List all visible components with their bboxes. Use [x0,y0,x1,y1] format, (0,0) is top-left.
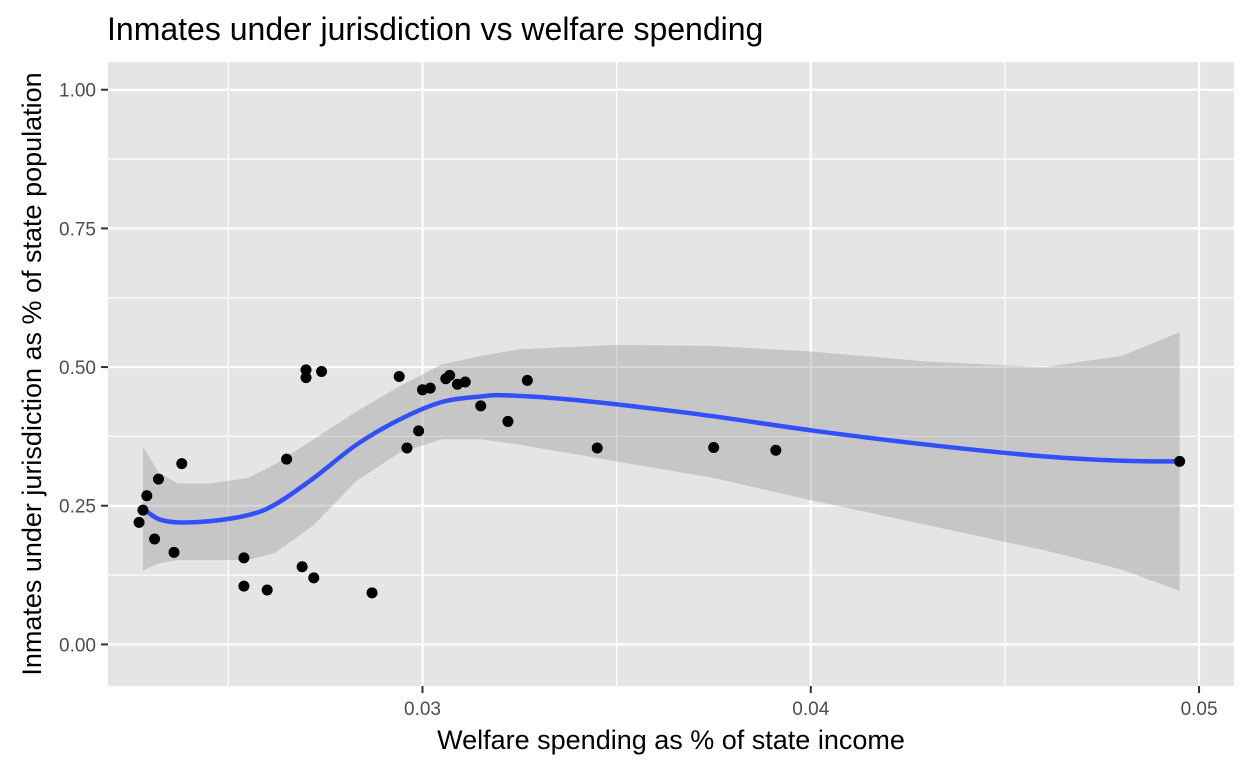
data-point [444,369,456,381]
data-point [141,490,153,502]
data-point [149,533,161,545]
x-axis: 0.03 0.04 0.05 [404,686,1218,720]
data-point [393,370,405,382]
data-point [708,441,720,453]
major-gridlines [108,62,1234,686]
data-point [308,572,320,584]
data-point [238,580,250,592]
smooth-fit-line [140,392,1182,525]
data-point [261,584,273,596]
data-point [300,372,312,384]
data-point [176,458,188,470]
data-point [502,415,514,427]
data-point [1174,455,1186,467]
data-point [591,442,603,454]
data-point [152,473,164,485]
data-point [401,442,413,454]
x-tick-label: 0.05 [1181,699,1218,720]
x-tick-label: 0.04 [792,699,829,720]
y-tick-label: 1.00 [59,81,96,102]
y-tick-label: 0.25 [59,497,96,518]
data-point [459,376,471,388]
data-point [296,561,308,573]
x-tick-label: 0.03 [404,699,441,720]
data-point [137,504,149,516]
data-point [300,364,312,376]
chart-title: Inmates under jurisdiction vs welfare sp… [107,11,763,47]
data-points [133,364,1186,599]
data-point [521,374,533,386]
data-point [168,546,180,558]
data-point [133,516,145,528]
plot-panel [108,62,1234,686]
x-axis-title: Welfare spending as % of state income [437,725,905,755]
data-point [281,453,293,465]
y-tick-label: 0.50 [59,358,96,379]
confidence-ribbon [142,332,1180,591]
data-point [366,587,378,599]
data-point [316,366,328,378]
y-axis-title: Inmates under jurisdiction as % of state… [17,72,47,675]
y-tick-label: 0.75 [59,219,96,240]
data-point [770,444,782,456]
data-point [424,382,436,394]
data-point [413,425,425,437]
data-point [475,400,487,412]
minor-gridlines [108,62,1234,686]
y-axis: 0.00 0.25 0.50 0.75 1.00 [59,81,108,656]
data-point [238,552,250,564]
y-tick-label: 0.00 [59,635,96,656]
